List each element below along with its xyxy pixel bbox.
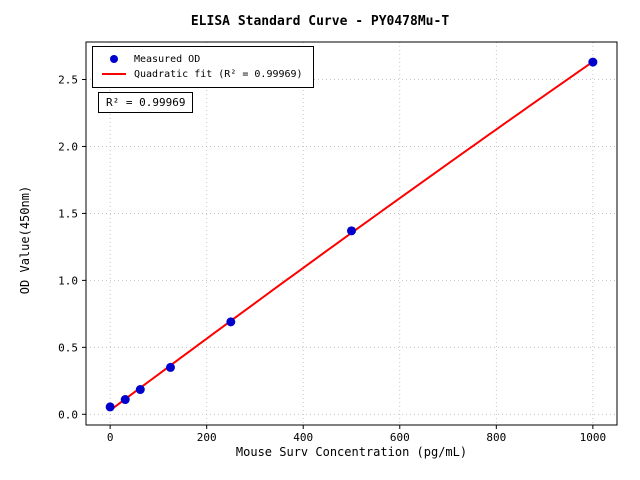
x-tick-label: 800 (486, 431, 506, 444)
legend-entry-quadratic-fit: Quadratic fit (R² = 0.99969) (101, 67, 303, 82)
x-axis-label: Mouse Surv Concentration (pg/mL) (235, 445, 468, 459)
y-tick-label: 2.0 (58, 140, 78, 153)
y-tick-label: 0.5 (58, 341, 78, 354)
y-tick-label: 0.0 (58, 408, 78, 421)
fit-line-icon (101, 69, 127, 80)
data-point (135, 385, 145, 395)
r-squared-annotation: R² = 0.99969 (98, 92, 194, 113)
legend-entry-measured-od: Measured OD (101, 52, 303, 67)
x-tick-label: 1000 (580, 431, 607, 444)
y-tick-label: 1.5 (58, 207, 78, 220)
plot-border (85, 41, 618, 426)
legend: Measured OD Quadratic fit (R² = 0.99969) (92, 46, 314, 88)
legend-label-quadratic-fit: Quadratic fit (R² = 0.99969) (134, 69, 303, 80)
data-point (588, 57, 598, 67)
legend-label-measured-od: Measured OD (134, 54, 201, 65)
y-tick-label: 1.0 (58, 274, 78, 287)
y-axis-label: OD Value(450nm) (18, 185, 32, 295)
quadratic-fit-line (109, 60, 594, 412)
data-point (120, 395, 130, 405)
scatter-marker-icon (101, 54, 127, 65)
y-tick-label: 2.5 (58, 73, 78, 86)
x-tick-label: 400 (293, 431, 313, 444)
data-point (226, 317, 236, 327)
data-point (347, 226, 356, 236)
chart-title: ELISA Standard Curve - PY0478Mu-T (190, 14, 450, 29)
data-point (105, 402, 115, 412)
x-tick-label: 600 (390, 431, 410, 444)
x-tick-label: 0 (107, 431, 114, 444)
x-tick-label: 200 (197, 431, 217, 444)
data-point (165, 362, 175, 372)
